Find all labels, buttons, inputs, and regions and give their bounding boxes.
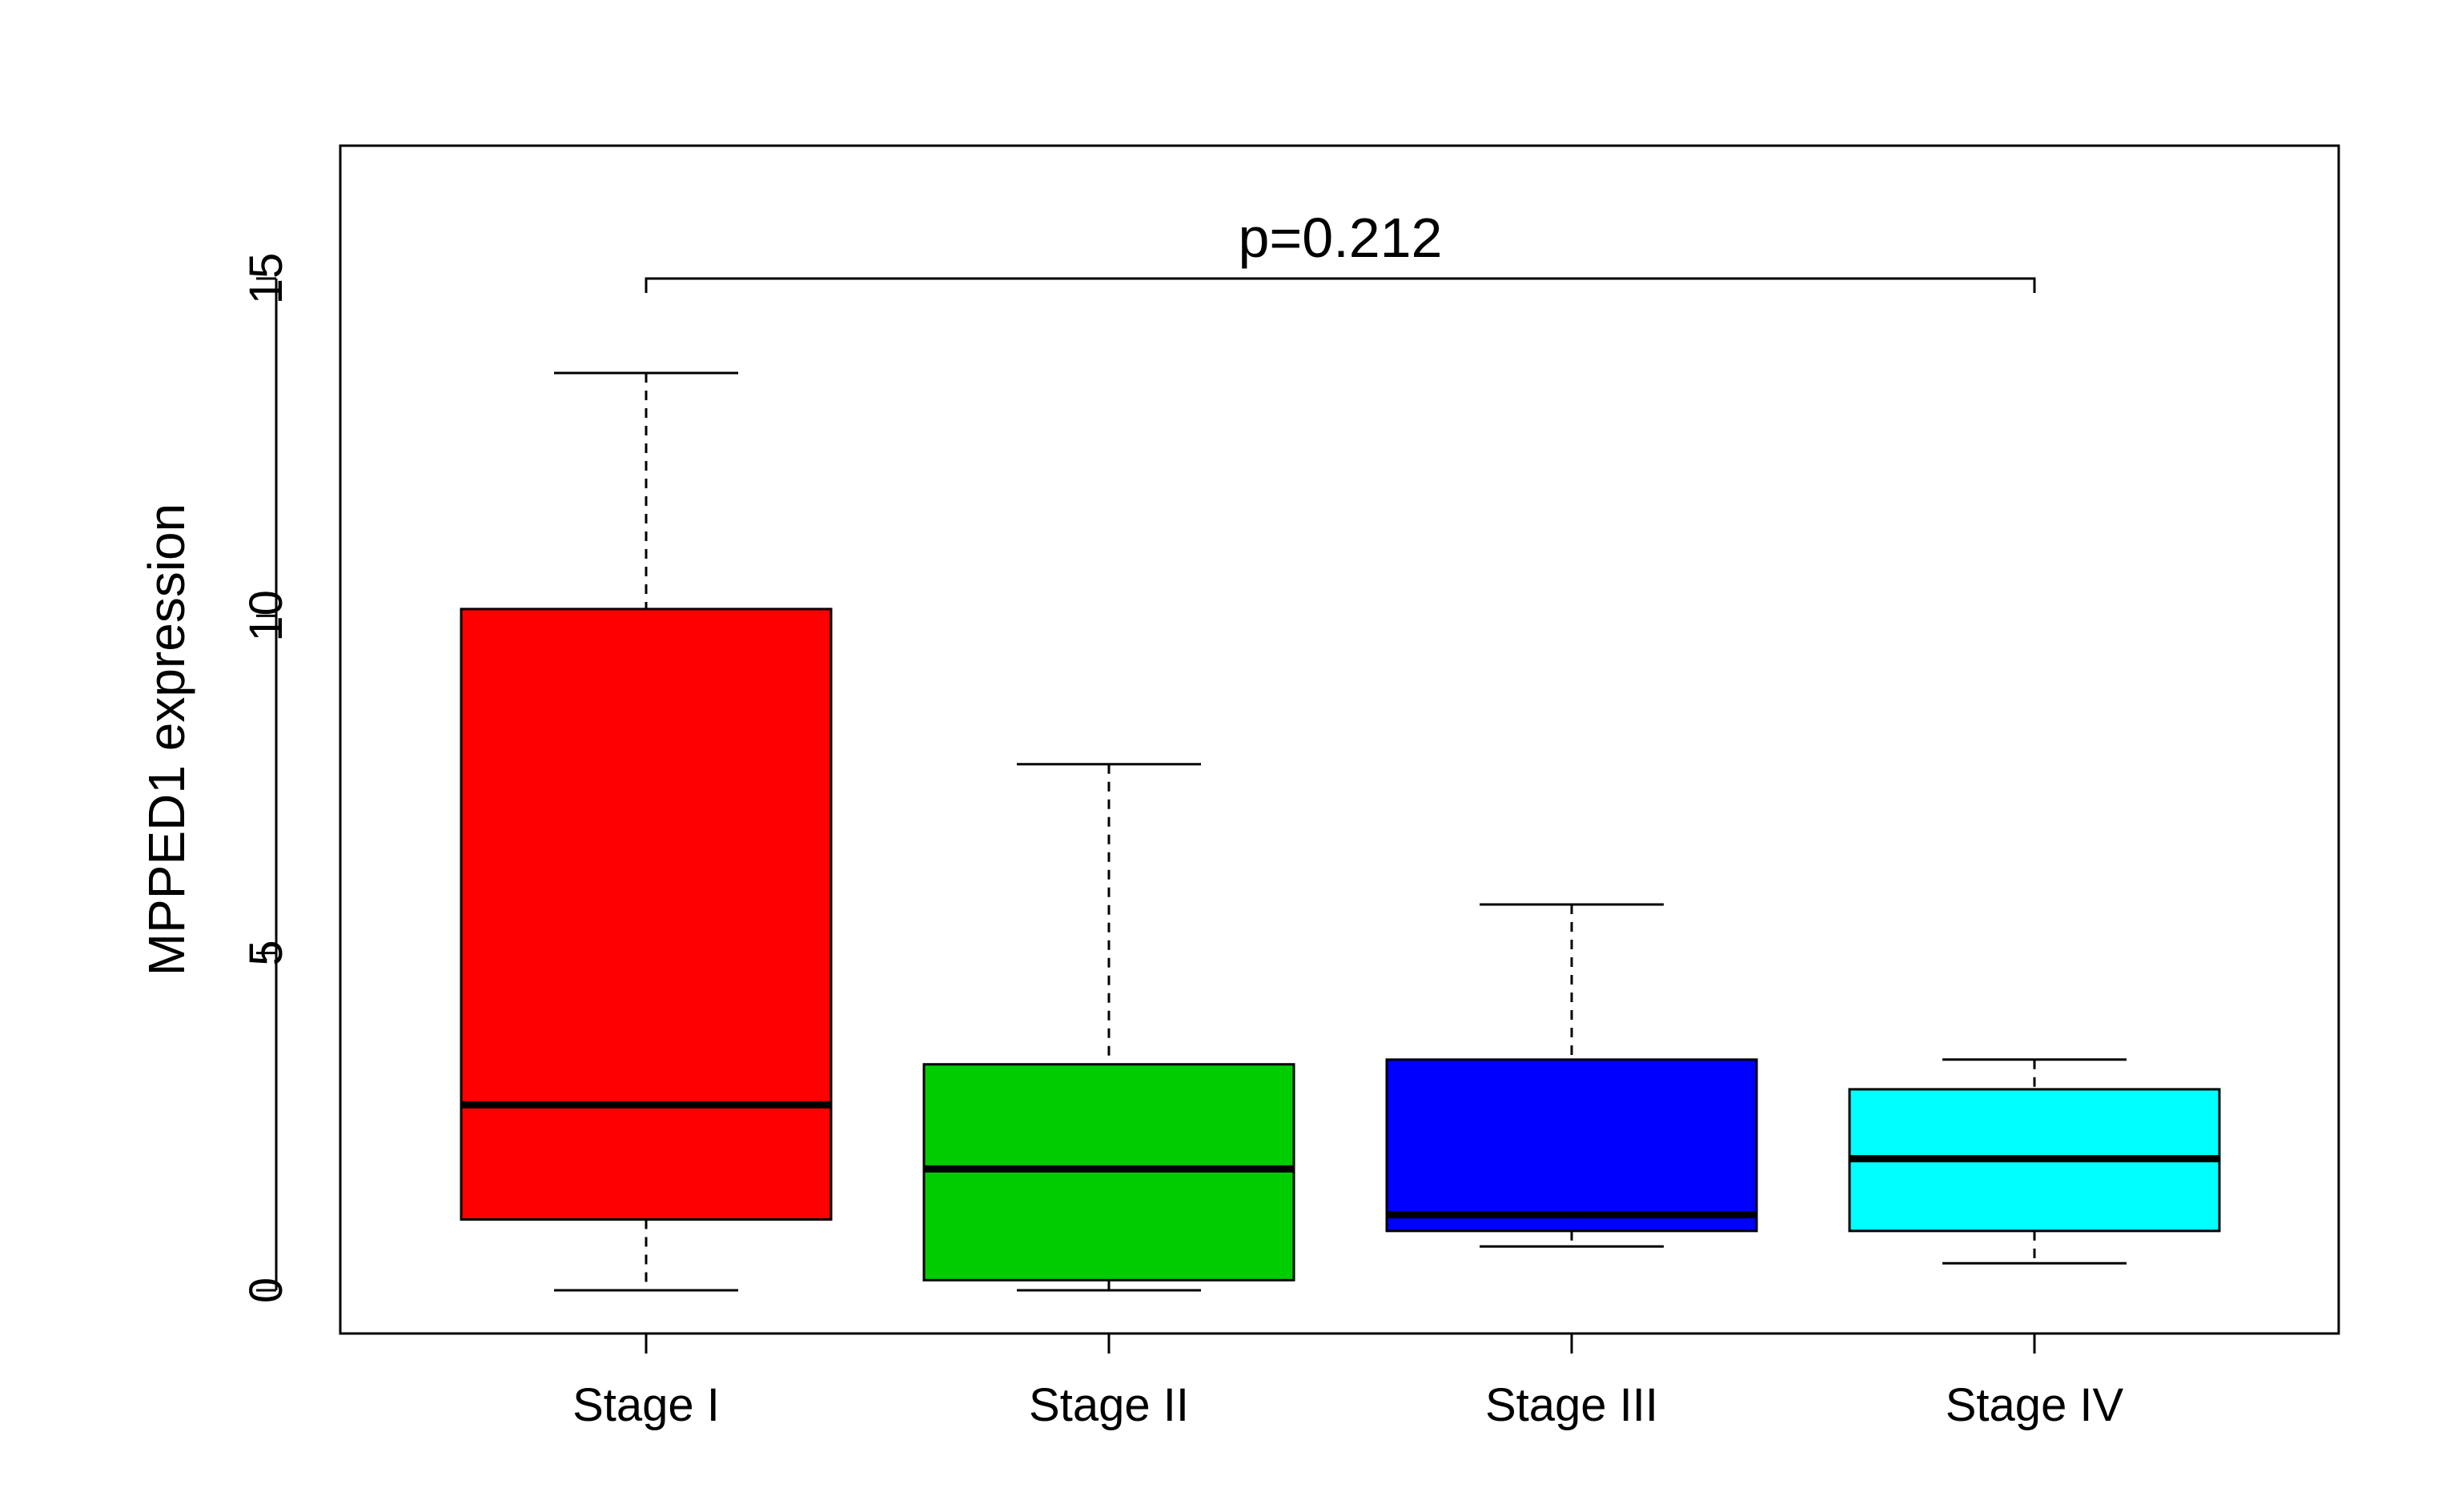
box-stage-iv	[1848, 1058, 2221, 1265]
x-tick-label: Stage I	[572, 1379, 720, 1431]
x-tick-label: Stage III	[1485, 1379, 1658, 1431]
box-stage-iii	[1385, 903, 1758, 1248]
y-tick-label: 5	[240, 940, 292, 966]
y-tick-label: 10	[240, 590, 292, 642]
x-axis: Stage I Stage II Stage III Stage IV	[572, 1332, 2124, 1431]
box-stage-i	[460, 371, 833, 1292]
x-tick-label: Stage II	[1029, 1379, 1189, 1431]
y-axis: 0 5 10 15	[240, 253, 292, 1303]
y-tick-label: 0	[240, 1277, 292, 1303]
y-axis-label: MPPED1 expression	[138, 503, 195, 976]
x-tick-label: Stage IV	[1946, 1379, 2124, 1431]
box-stage-ii	[922, 763, 1295, 1292]
p-value-label: p=0.212	[1239, 207, 1443, 269]
iqr-box	[460, 608, 833, 1221]
significance-annotation: p=0.212	[645, 207, 2036, 293]
significance-bracket	[645, 277, 2036, 293]
boxes	[460, 371, 2221, 1292]
iqr-box	[1385, 1058, 1758, 1233]
y-tick-label: 15	[240, 253, 292, 305]
